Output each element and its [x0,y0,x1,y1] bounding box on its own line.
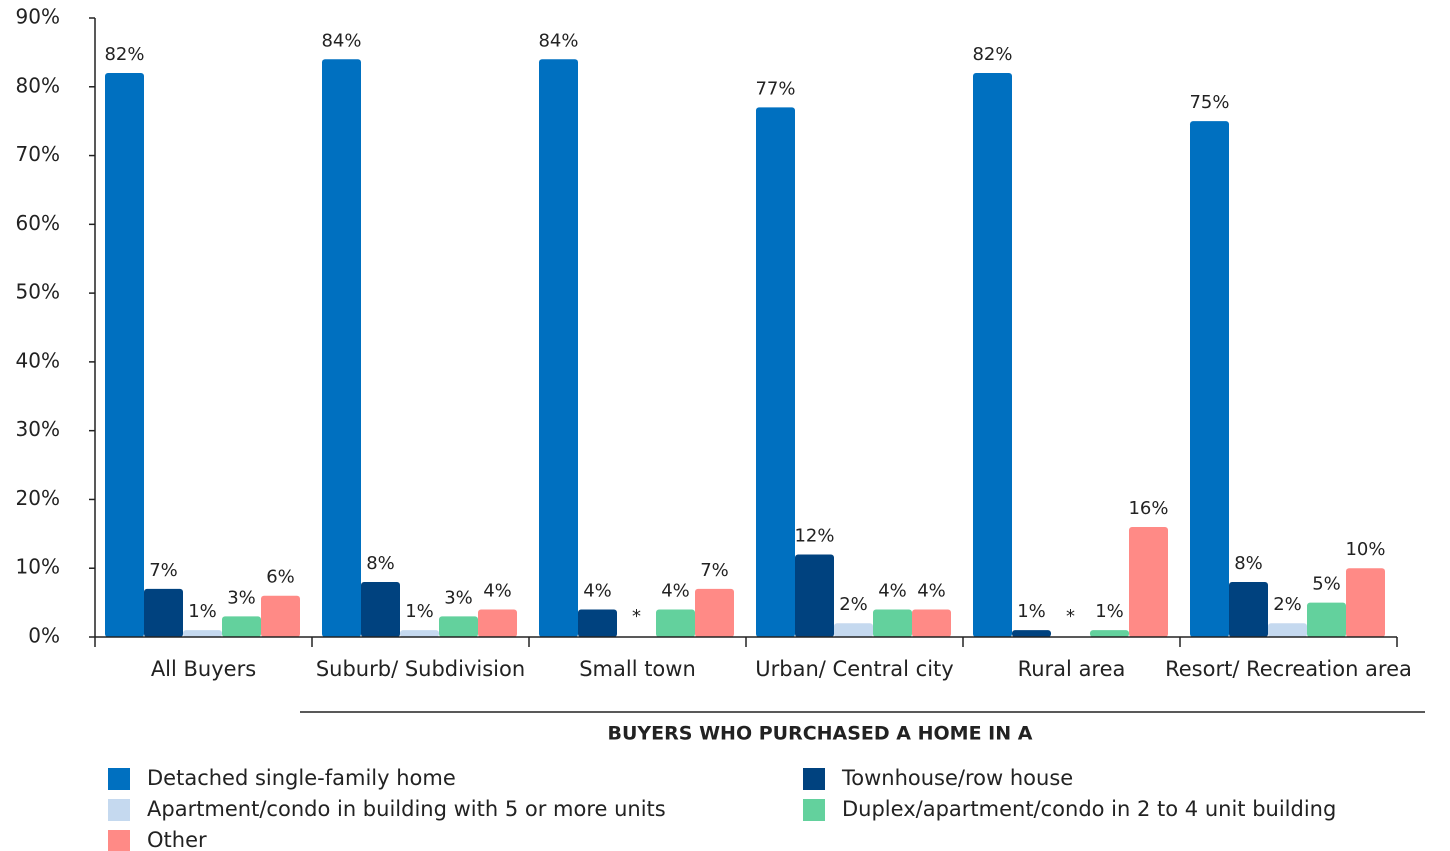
value-label: 4% [583,580,612,601]
bar [222,616,261,637]
value-label: 10% [1345,539,1385,560]
bar [478,609,517,637]
y-tick-label: 50% [16,280,60,304]
legend-swatch [108,799,130,821]
y-tick-label: 60% [16,211,60,235]
value-label: 4% [878,580,907,601]
value-label: 3% [444,587,473,608]
y-tick-label: 70% [16,142,60,166]
bar [756,107,795,637]
group-label: BUYERS WHO PURCHASED A HOME IN A [608,723,1033,745]
value-label: 4% [917,580,946,601]
y-tick-label: 20% [16,486,60,510]
value-label: 7% [149,560,178,581]
value-label: * [632,606,641,627]
bar [695,588,734,637]
value-label: 16% [1128,498,1168,519]
y-tick-label: 0% [28,624,60,648]
value-label: 4% [483,580,512,601]
value-label: 82% [104,44,144,65]
bar [144,588,183,637]
bar [1268,623,1307,637]
value-label: 8% [1234,553,1263,574]
legend-swatch [803,799,825,821]
legend-swatch [803,768,825,790]
bar [973,73,1012,638]
x-tick-label: Small town [579,657,696,681]
bar [1129,526,1168,637]
value-label: 12% [794,525,834,546]
bar [1190,121,1229,637]
value-label: * [1066,606,1075,627]
bar [795,554,834,637]
bar [400,630,439,637]
value-label: 1% [405,601,434,622]
value-label: 82% [972,44,1012,65]
bar [539,59,578,638]
x-tick-label: Rural area [1018,657,1126,681]
bar [656,609,695,637]
value-label: 1% [1017,601,1046,622]
legend-swatch [108,768,130,790]
legend-label: Detached single-family home [147,766,456,790]
bar [261,595,300,637]
value-label: 5% [1312,574,1341,595]
value-label: 1% [188,601,217,622]
value-label: 8% [366,553,395,574]
legend-swatch [108,830,130,851]
value-label: 3% [227,587,256,608]
value-label: 77% [755,78,795,99]
bar [361,581,400,637]
bar [578,609,617,637]
value-label: 84% [538,30,578,51]
y-tick-label: 80% [16,73,60,97]
value-label: 75% [1189,92,1229,113]
value-label: 2% [1273,594,1302,615]
bar [912,609,951,637]
bar [1307,602,1346,637]
value-label: 2% [839,594,868,615]
x-tick-label: Urban/ Central city [755,657,953,681]
bar [1012,630,1051,637]
legend-label: Townhouse/row house [841,766,1073,790]
y-tick-label: 30% [16,417,60,441]
bar [834,623,873,637]
value-label: 7% [700,560,729,581]
bar [105,73,144,638]
bar [183,630,222,637]
legend-label: Apartment/condo in building with 5 or mo… [147,797,666,821]
bar [322,59,361,638]
bar [1346,568,1385,637]
y-tick-label: 40% [16,348,60,372]
value-label: 84% [321,30,361,51]
bar [1090,630,1129,637]
y-tick-label: 10% [16,555,60,579]
x-tick-label: Resort/ Recreation area [1165,657,1412,681]
bar [873,609,912,637]
legend-label: Other [147,828,207,851]
value-label: 4% [661,580,690,601]
x-tick-label: Suburb/ Subdivision [316,657,525,681]
bar [1229,581,1268,637]
value-label: 1% [1095,601,1124,622]
legend-label: Duplex/apartment/condo in 2 to 4 unit bu… [842,797,1336,821]
value-label: 6% [266,567,295,588]
bar [439,616,478,637]
y-tick-label: 90% [16,5,60,29]
x-tick-label: All Buyers [151,657,256,681]
